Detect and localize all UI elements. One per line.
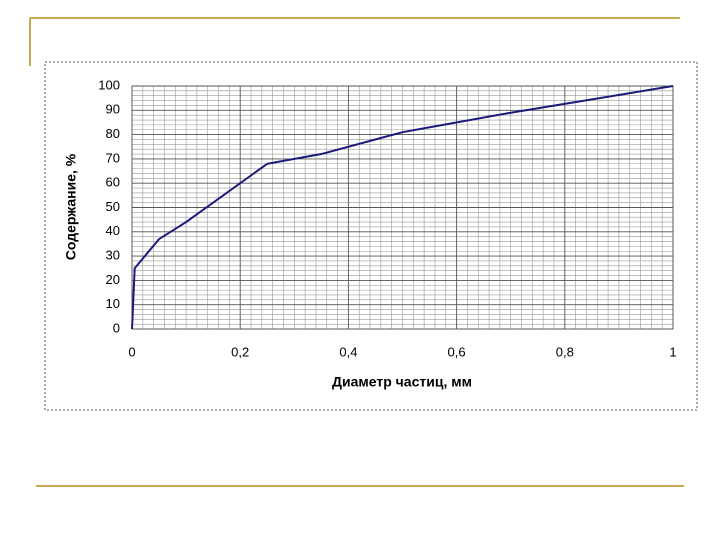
- chart: Диаметр частиц, мм Содержание, % 0102030…: [63, 77, 677, 389]
- y-tick-label: 50: [106, 199, 120, 214]
- data-line: [131, 85, 674, 330]
- y-tick-label: 10: [106, 296, 120, 311]
- x-tick-label: 1: [669, 344, 676, 359]
- y-tick-label: 70: [106, 150, 120, 165]
- x-axis-title: Диаметр частиц, мм: [332, 374, 472, 390]
- y-tick-label: 20: [106, 272, 120, 287]
- y-axis-title: Содержание, %: [63, 153, 79, 260]
- y-tick-label: 100: [98, 77, 120, 92]
- chart-frame: [44, 61, 698, 411]
- x-tick-label: 0,8: [556, 344, 574, 359]
- x-tick-label: 0,4: [339, 344, 357, 359]
- y-tick-label: 30: [106, 248, 120, 263]
- y-tick-label: 90: [106, 102, 120, 117]
- x-tick-label: 0,6: [448, 344, 466, 359]
- x-tick-label: 0,2: [231, 344, 249, 359]
- y-tick-label: 60: [106, 175, 120, 190]
- y-tick-label: 0: [113, 320, 120, 335]
- y-tick-label: 40: [106, 223, 120, 238]
- y-tick-label: 80: [106, 126, 120, 141]
- x-tick-label: 0: [128, 344, 135, 359]
